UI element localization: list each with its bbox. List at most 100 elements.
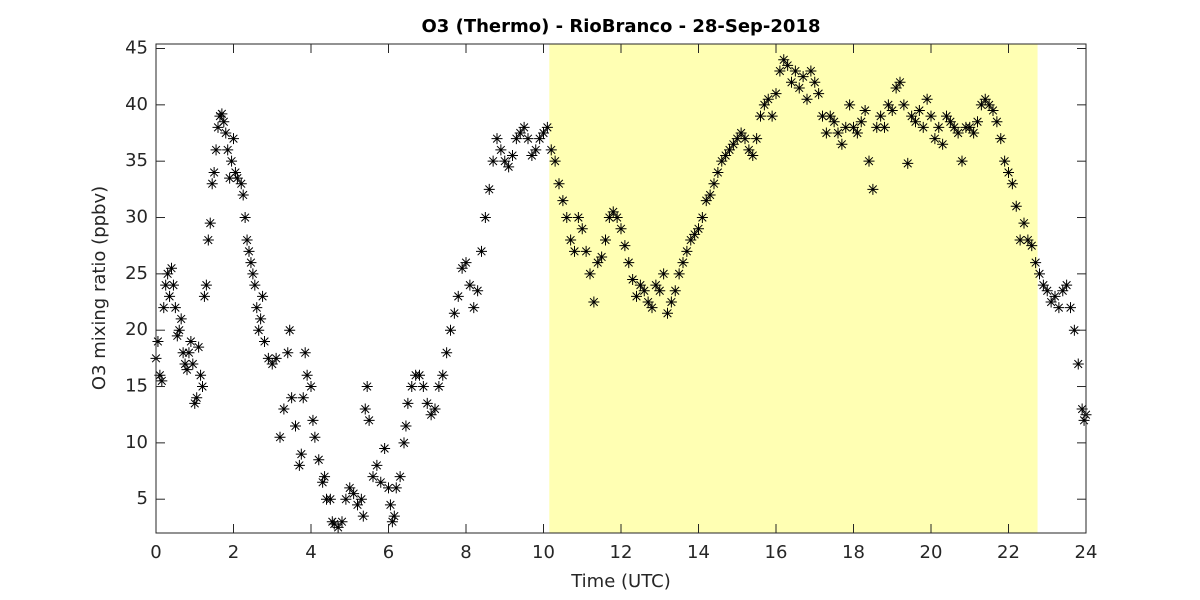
data-point — [871, 121, 883, 133]
data-point — [979, 93, 991, 105]
data-point — [859, 104, 871, 116]
data-point — [1030, 257, 1042, 269]
data-point — [855, 116, 867, 128]
x-tick-label: 14 — [687, 542, 710, 563]
data-point — [417, 381, 429, 393]
y-tick-label: 20 — [125, 319, 148, 340]
data-point — [344, 482, 356, 494]
data-point — [204, 217, 216, 229]
data-point — [937, 138, 949, 150]
data-point — [999, 155, 1011, 167]
data-point — [357, 510, 369, 522]
data-point — [464, 279, 476, 291]
x-tick-label: 12 — [610, 542, 633, 563]
data-point — [305, 381, 317, 393]
data-point — [222, 144, 234, 156]
data-point — [817, 110, 828, 122]
data-point — [1068, 324, 1080, 336]
data-point — [152, 335, 164, 347]
data-point — [1076, 403, 1088, 415]
data-point — [673, 268, 685, 280]
data-point — [1022, 234, 1034, 246]
data-point — [218, 116, 230, 128]
data-point — [235, 178, 247, 190]
data-point — [824, 110, 836, 122]
data-point — [693, 223, 704, 235]
data-point — [384, 499, 396, 511]
data-point — [530, 144, 542, 156]
data-point — [249, 279, 261, 291]
data-point — [1014, 234, 1026, 246]
data-point — [882, 99, 894, 111]
data-point — [879, 121, 890, 133]
data-point — [665, 296, 677, 308]
data-point — [685, 234, 697, 246]
data-point — [948, 121, 960, 133]
data-point — [603, 212, 615, 224]
data-point — [359, 403, 371, 415]
data-point — [921, 93, 933, 105]
data-point — [964, 121, 976, 133]
data-point — [662, 307, 673, 319]
data-point — [332, 521, 344, 533]
data-point — [400, 420, 412, 432]
data-point — [689, 228, 701, 240]
data-point — [983, 99, 995, 111]
data-point — [514, 127, 526, 139]
data-point — [187, 358, 199, 370]
data-point — [1026, 240, 1038, 252]
data-point — [553, 178, 565, 190]
data-point — [388, 510, 400, 522]
data-point — [200, 279, 212, 291]
data-point — [867, 183, 879, 195]
data-point — [386, 516, 398, 528]
x-tick-label: 2 — [228, 542, 239, 563]
data-point — [596, 251, 608, 263]
data-point — [266, 358, 278, 370]
data-point — [158, 302, 170, 314]
data-point — [972, 116, 983, 128]
y-tick-label: 5 — [137, 488, 148, 509]
data-point — [198, 290, 210, 302]
data-point — [398, 437, 410, 449]
data-point — [944, 116, 956, 128]
data-point — [677, 257, 689, 269]
data-point — [793, 82, 805, 94]
data-point — [324, 493, 336, 505]
data-point — [642, 296, 654, 308]
x-tick-label: 6 — [383, 542, 394, 563]
data-point — [472, 285, 484, 297]
x-tick-label: 16 — [765, 542, 788, 563]
data-point — [1034, 268, 1045, 280]
data-point — [743, 144, 755, 156]
data-point — [786, 76, 797, 88]
x-tick-label: 22 — [997, 542, 1020, 563]
data-point — [282, 347, 294, 359]
data-point — [751, 133, 763, 145]
x-tick-label: 8 — [460, 542, 471, 563]
data-point — [197, 381, 208, 393]
y-tick-label: 30 — [125, 207, 148, 228]
data-point — [534, 133, 546, 145]
y-axis-label: O3 mixing ratio (ppbv) — [89, 186, 110, 390]
data-point — [755, 110, 766, 122]
data-point — [758, 99, 770, 111]
data-point — [631, 290, 642, 302]
data-point — [906, 110, 918, 122]
data-point — [588, 296, 600, 308]
data-point — [441, 347, 453, 359]
x-tick-label: 24 — [1075, 542, 1098, 563]
data-point — [875, 110, 887, 122]
data-point — [778, 54, 790, 66]
data-point — [1078, 414, 1090, 426]
data-point — [309, 431, 321, 443]
x-tick-label: 10 — [532, 542, 555, 563]
data-point — [704, 189, 716, 201]
data-point — [902, 157, 914, 169]
data-point — [295, 448, 307, 460]
data-point — [712, 166, 724, 178]
data-point — [611, 212, 623, 224]
data-point — [154, 369, 166, 381]
data-point — [975, 99, 987, 111]
